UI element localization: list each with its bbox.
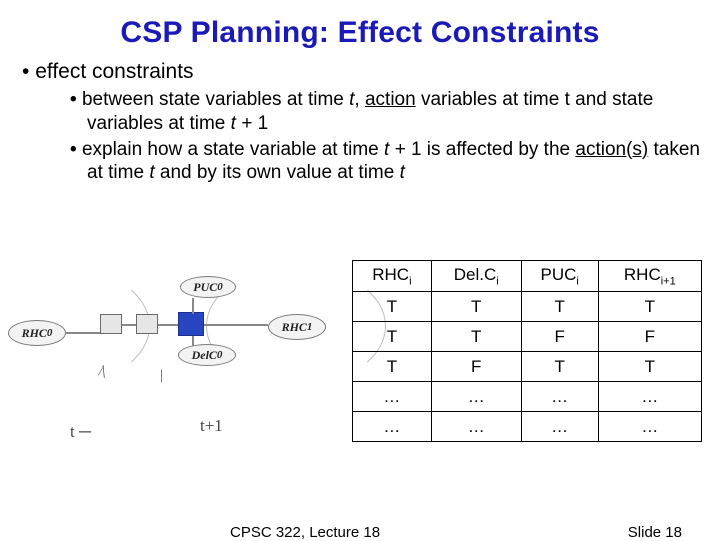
cell: … <box>431 382 521 412</box>
b2b-tlast: t <box>400 162 405 183</box>
cell: T <box>598 352 701 382</box>
table-row: T F T T <box>353 352 702 382</box>
table-row: T T F F <box>353 322 702 352</box>
cell: F <box>598 322 701 352</box>
b2a-tplus: t + <box>231 113 258 134</box>
cell: F <box>521 322 598 352</box>
constraint-box-2 <box>136 314 158 334</box>
cell: T <box>353 322 432 352</box>
cell: T <box>431 322 521 352</box>
constraint-box-1 <box>100 314 122 334</box>
hand-t: t <box>70 422 75 441</box>
b2a-one: 1 <box>258 113 269 134</box>
th2-t: PUC <box>540 265 576 284</box>
effect-table: RHCi Del.Ci PUCi RHCi+1 T T T T T <box>352 260 702 442</box>
table-body: T T T T T T F F T F T T <box>353 292 702 442</box>
b2b-actions: action(s) <box>575 139 648 160</box>
cell: … <box>431 412 521 442</box>
cell: … <box>521 382 598 412</box>
b2b-mid: is affected by the <box>422 139 576 160</box>
hand-t-left: t ─ <box>70 422 91 442</box>
th0-s: i <box>409 275 411 287</box>
rhc0-lbl: RHC <box>22 326 47 341</box>
rhc0-sub: 0 <box>47 327 53 339</box>
cell: T <box>598 292 701 322</box>
b2b-one: 1 <box>411 139 422 160</box>
constraint-box-main <box>178 312 204 336</box>
temporal-diagram: RHC0 RHC1 PUC0 DelC0 <box>10 272 340 462</box>
b2a-action: action <box>365 89 416 110</box>
cell: F <box>431 352 521 382</box>
slide-title: CSP Planning: Effect Constraints <box>20 16 700 50</box>
b2a-pre: between state variables at time <box>82 89 349 110</box>
cell: … <box>521 412 598 442</box>
edge-rhc0-box <box>66 332 100 334</box>
cell: … <box>598 412 701 442</box>
b2b-t1: t + <box>384 139 411 160</box>
puc0-lbl: PUC <box>193 280 217 295</box>
puc0-sub: 0 <box>217 281 223 293</box>
edge-blue-rhc1 <box>204 324 268 326</box>
node-delc0: DelC0 <box>178 344 236 366</box>
table-row: … … … … <box>353 412 702 442</box>
cell: T <box>521 292 598 322</box>
rhc1-lbl: RHC <box>282 320 307 335</box>
th-puci: PUCi <box>521 261 598 292</box>
cell: T <box>521 352 598 382</box>
footer-right: Slide 18 <box>628 524 682 541</box>
th3-t: RHC <box>624 265 661 284</box>
cell: T <box>431 292 521 322</box>
edge-box-box <box>122 324 136 326</box>
cell: T <box>353 292 432 322</box>
footer-left: CPSC 322, Lecture 18 <box>230 524 380 541</box>
b2b-post2: and by its own value at time <box>155 162 400 183</box>
delc0-lbl: DelC <box>192 348 217 363</box>
th-rhci: RHCi <box>353 261 432 292</box>
mid-row: RHC0 RHC1 PUC0 DelC0 <box>0 260 720 470</box>
th-delci: Del.Ci <box>431 261 521 292</box>
th2-s: i <box>576 275 578 287</box>
node-rhc0: RHC0 <box>8 320 66 346</box>
bullet-l1: effect constraints <box>22 60 700 84</box>
edge-puc-blue <box>192 298 194 314</box>
hand-t-right: t+1 <box>200 416 223 436</box>
slide-root: CSP Planning: Effect Constraints effect … <box>0 0 720 540</box>
table-row: T T T T <box>353 292 702 322</box>
b2a-mid: , <box>354 89 365 110</box>
hand-scribble-left: ⁄| <box>99 364 106 380</box>
bullet-l2a: between state variables at time t, actio… <box>70 88 700 136</box>
bullet-l2b: explain how a state variable at time t +… <box>70 138 700 186</box>
th3-s: i+1 <box>661 275 676 287</box>
truth-table: RHCi Del.Ci PUCi RHCi+1 T T T T T <box>352 260 702 442</box>
cell: … <box>353 412 432 442</box>
delc0-sub: 0 <box>217 349 223 361</box>
hand-t1: t+1 <box>200 416 223 435</box>
node-rhc1: RHC1 <box>268 314 326 340</box>
cell: … <box>598 382 701 412</box>
cell: T <box>353 352 432 382</box>
edge-delc-blue <box>192 336 194 346</box>
cell: … <box>353 382 432 412</box>
table-header-row: RHCi Del.Ci PUCi RHCi+1 <box>353 261 702 292</box>
th0-t: RHC <box>372 265 409 284</box>
hand-bar: | <box>160 368 163 384</box>
rhc1-sub: 1 <box>307 321 313 333</box>
th-rhci1: RHCi+1 <box>598 261 701 292</box>
table-row: … … … … <box>353 382 702 412</box>
th1-t: Del.C <box>454 265 497 284</box>
edge-box-blue <box>158 324 178 326</box>
node-puc0: PUC0 <box>180 276 236 298</box>
th1-s: i <box>496 275 498 287</box>
b2b-pre: explain how a state variable at time <box>82 139 384 160</box>
